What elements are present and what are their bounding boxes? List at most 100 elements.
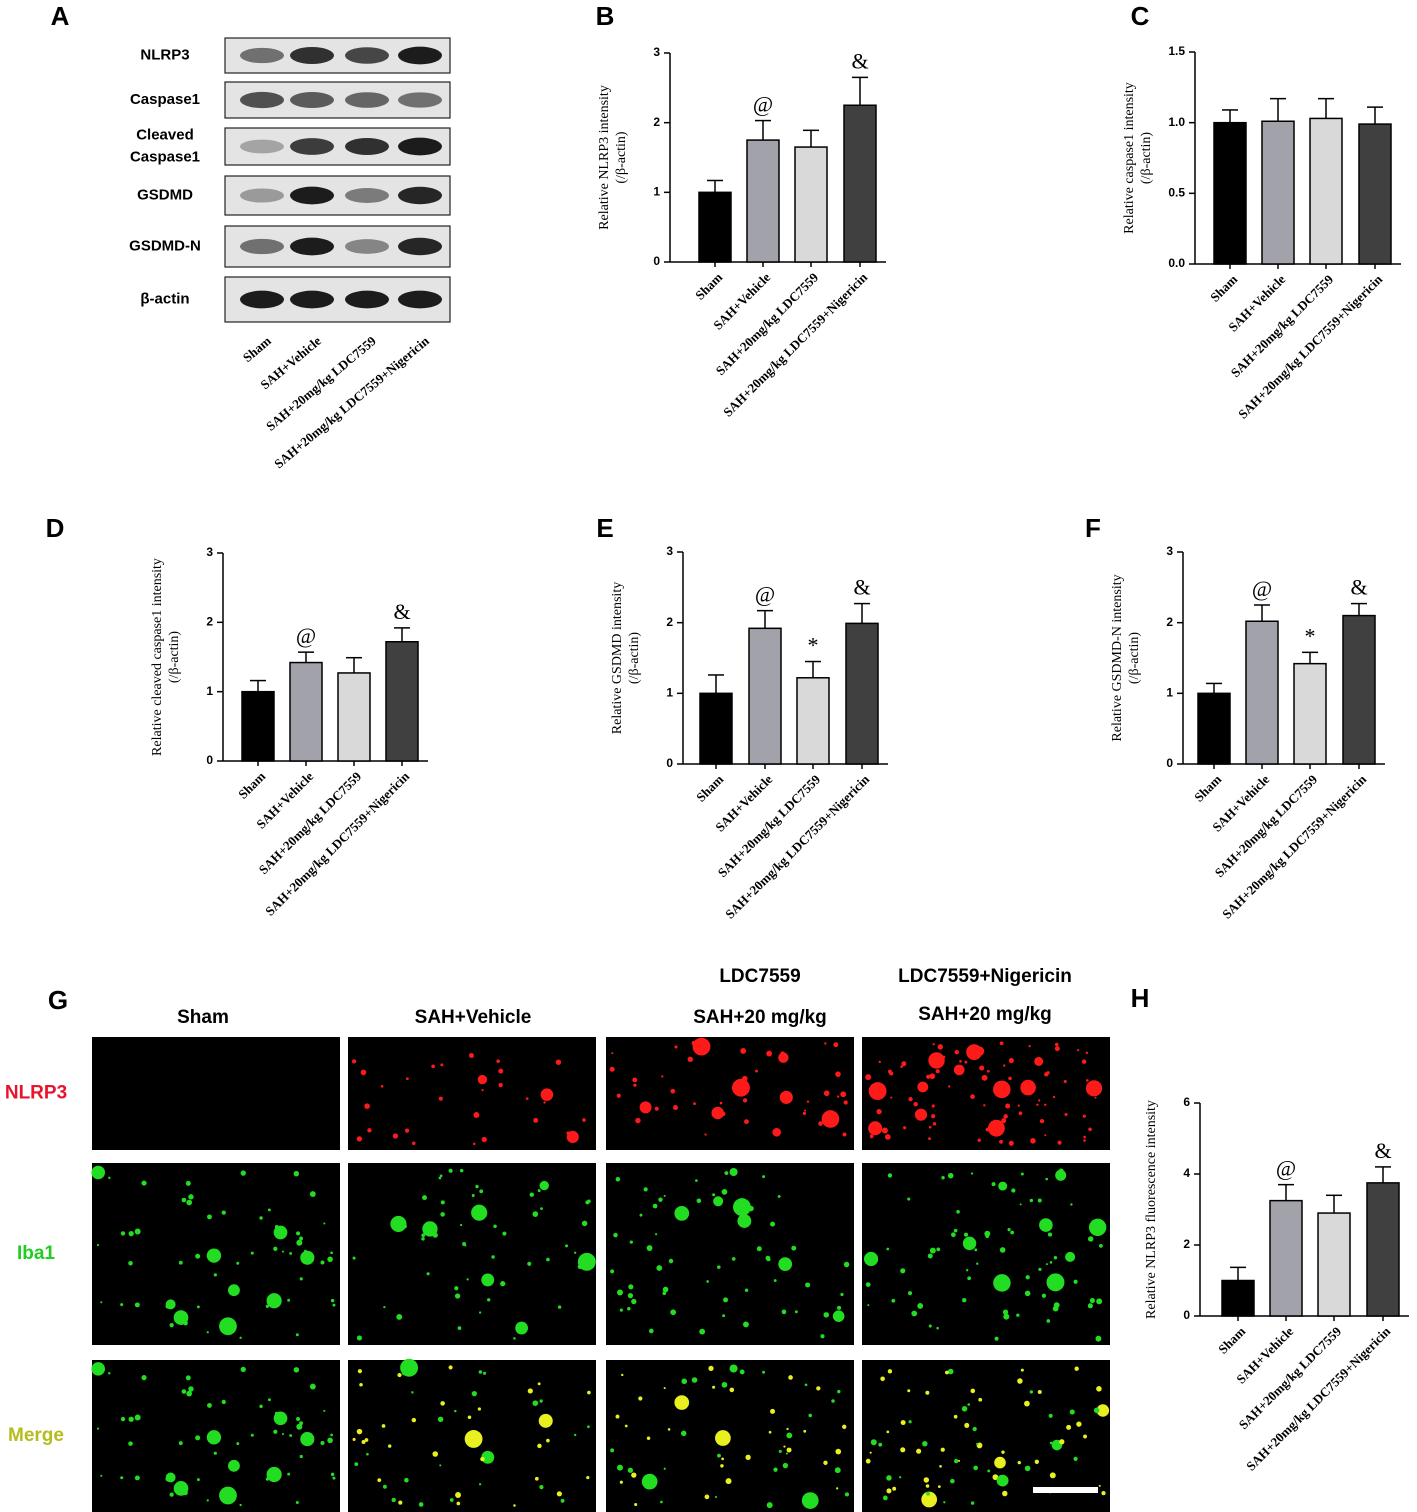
cell	[978, 1397, 983, 1402]
cell	[1083, 1434, 1087, 1439]
cell	[537, 1443, 542, 1449]
cell	[404, 1128, 410, 1133]
bar	[1342, 614, 1376, 765]
cell	[868, 1121, 883, 1136]
cell	[1081, 1059, 1087, 1064]
bar	[1269, 1199, 1303, 1317]
cell	[772, 1127, 781, 1137]
bar	[1309, 117, 1343, 265]
cell	[303, 1432, 307, 1436]
cell	[228, 1284, 240, 1297]
cell	[654, 1233, 658, 1236]
cell	[961, 1406, 968, 1412]
column-header: SAH+Vehicle	[415, 1007, 532, 1028]
cell	[869, 1451, 872, 1454]
cell	[937, 1044, 944, 1050]
blot-band	[290, 46, 334, 65]
cell	[1052, 1305, 1059, 1312]
cell	[309, 1383, 316, 1390]
cell	[120, 1416, 126, 1422]
cell	[207, 1402, 212, 1408]
cell	[610, 1269, 615, 1274]
blot-row-label: GSDMD-N	[129, 237, 201, 254]
cell	[867, 1304, 870, 1307]
cell	[1039, 1218, 1053, 1232]
cell	[837, 1389, 841, 1394]
cell	[367, 1128, 372, 1133]
cell	[953, 1228, 958, 1233]
cell	[742, 1321, 749, 1328]
cell	[281, 1433, 284, 1436]
cell	[610, 1448, 615, 1453]
cell	[956, 1209, 960, 1214]
cell	[361, 1439, 366, 1445]
cell	[293, 1367, 300, 1373]
cell	[392, 1133, 399, 1139]
cell	[699, 1328, 706, 1335]
cell	[973, 1465, 978, 1471]
cell	[183, 1320, 188, 1326]
cell	[100, 1474, 103, 1477]
cell	[332, 1476, 336, 1480]
cell	[565, 1244, 569, 1248]
cell	[352, 1437, 356, 1441]
blot-band	[345, 137, 389, 156]
bar	[794, 146, 828, 263]
cell	[674, 1395, 690, 1410]
panel-letter: D	[46, 513, 65, 543]
cell	[481, 1273, 495, 1287]
cell	[704, 1494, 710, 1500]
cell	[181, 1197, 187, 1203]
cell	[755, 1069, 758, 1073]
blot-band	[290, 92, 334, 108]
cell	[232, 1465, 237, 1470]
cell	[804, 1383, 808, 1387]
cell	[766, 1257, 771, 1262]
cell	[418, 1502, 424, 1507]
x-tick-label: Sham	[235, 769, 268, 802]
cell	[356, 1428, 363, 1435]
cell	[878, 1060, 881, 1064]
column-header: Sham	[177, 1007, 229, 1028]
cell	[1008, 1057, 1014, 1064]
cell	[250, 1251, 254, 1255]
cell	[923, 1477, 930, 1483]
cell	[537, 1382, 541, 1386]
cell	[621, 1373, 624, 1377]
cell	[1096, 1298, 1103, 1305]
cell	[917, 1081, 929, 1093]
cell	[979, 1065, 985, 1071]
cell	[711, 1106, 724, 1120]
cell	[1085, 1051, 1089, 1055]
cell	[964, 1422, 970, 1428]
cell	[791, 1245, 797, 1251]
cell	[320, 1260, 325, 1265]
cell	[967, 1403, 971, 1406]
cell	[835, 1071, 841, 1077]
cell	[932, 1122, 937, 1126]
cell	[687, 1056, 693, 1063]
cell	[459, 1168, 464, 1173]
cell	[865, 1458, 871, 1464]
cell	[359, 1382, 363, 1387]
cell	[928, 1052, 945, 1069]
cell	[731, 1257, 736, 1261]
cell	[309, 1191, 316, 1197]
cell	[1041, 1293, 1047, 1298]
cell	[624, 1424, 628, 1428]
cell	[926, 1491, 930, 1496]
cell	[786, 1432, 793, 1439]
cell	[533, 1117, 539, 1123]
cell	[970, 1501, 975, 1505]
cell	[471, 1204, 488, 1221]
blot-band	[345, 92, 389, 108]
cell	[513, 1504, 516, 1507]
cell	[91, 1362, 105, 1376]
panel-letter: H	[1131, 983, 1150, 1013]
cell	[831, 1399, 835, 1403]
cell	[714, 1495, 718, 1499]
blot-row-label: Caspase1	[130, 91, 200, 108]
cell	[196, 1305, 200, 1309]
bar	[1317, 1212, 1351, 1317]
cell	[786, 1447, 792, 1453]
